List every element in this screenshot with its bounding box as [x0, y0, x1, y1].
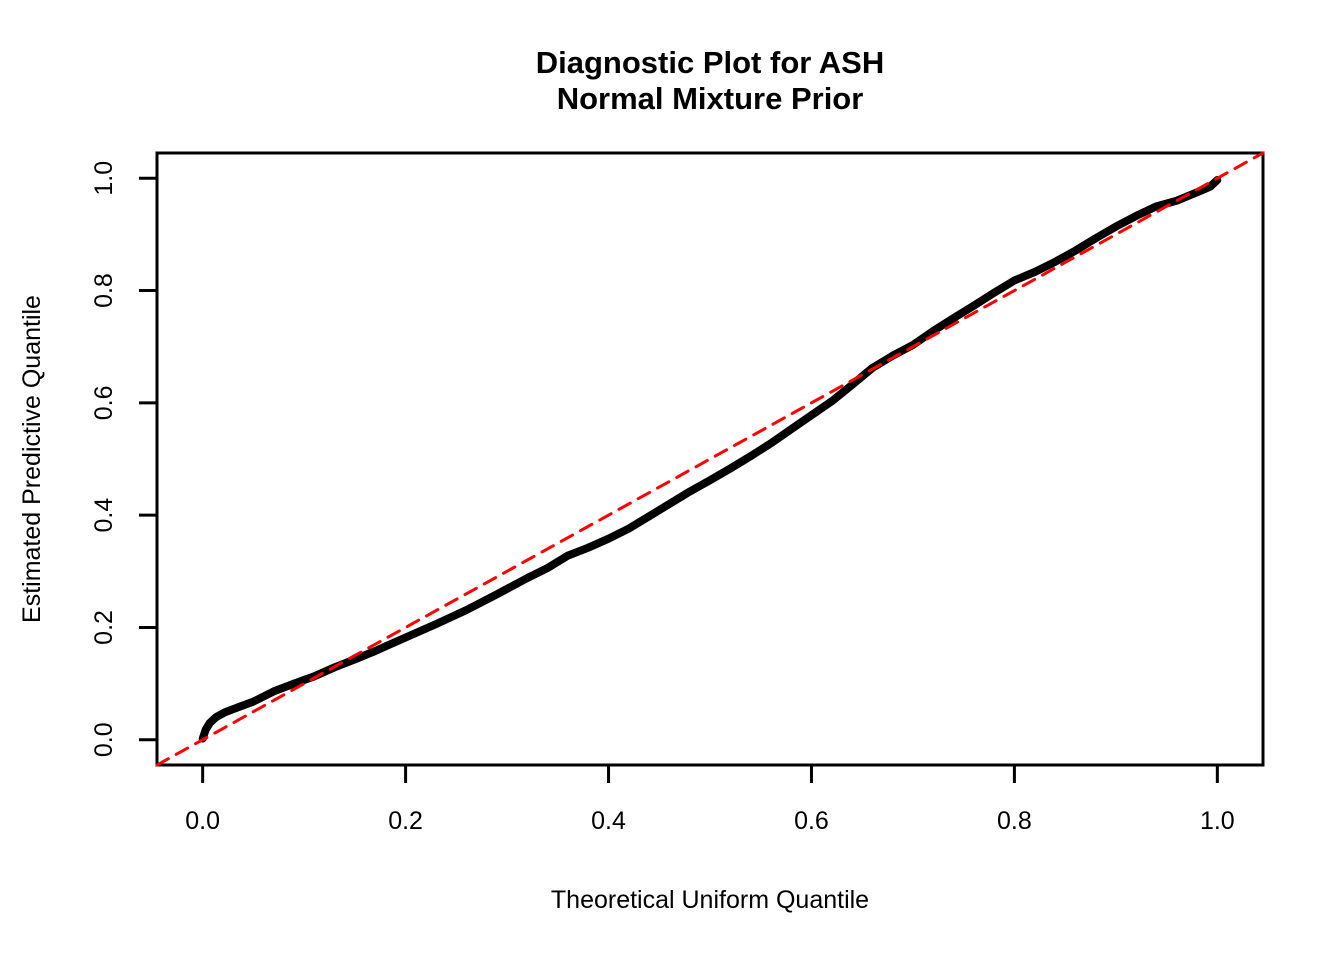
estimated-predictive-quantiles: [198, 176, 1222, 743]
identity-reference-line: [155, 151, 1265, 767]
y-tick-label: 0.2: [90, 610, 118, 645]
y-tick-label: 0.0: [90, 722, 118, 757]
chart-title-line-1: Diagnostic Plot for ASH: [536, 45, 884, 80]
plot-border: [155, 151, 1265, 767]
plot-draw-layer: 0.0 0.2 0.4 0.6 0.8 1.0 0.0 0.2 0.4 0.6 0.8 1.0: [90, 151, 1265, 835]
x-tick-label: 0.6: [794, 807, 829, 835]
y-tick-label: 1.0: [90, 161, 118, 196]
plot-text-layer: Diagnostic Plot for ASH Normal Mixture P…: [18, 45, 884, 914]
x-tick-label: 0.0: [185, 807, 220, 835]
x-tick-label: 1.0: [1200, 807, 1235, 835]
y-tick-label: 0.4: [90, 498, 118, 533]
y-tick-label: 0.6: [90, 385, 118, 420]
x-axis-label: Theoretical Uniform Quantile: [551, 886, 869, 914]
x-tick-label: 0.8: [997, 807, 1032, 835]
y-tick-label: 0.8: [90, 273, 118, 308]
y-axis-label: Estimated Predictive Quantile: [18, 295, 46, 623]
x-tick-label: 0.2: [388, 807, 423, 835]
chart-title-line-2: Normal Mixture Prior: [557, 81, 864, 116]
x-tick-label: 0.4: [591, 807, 626, 835]
